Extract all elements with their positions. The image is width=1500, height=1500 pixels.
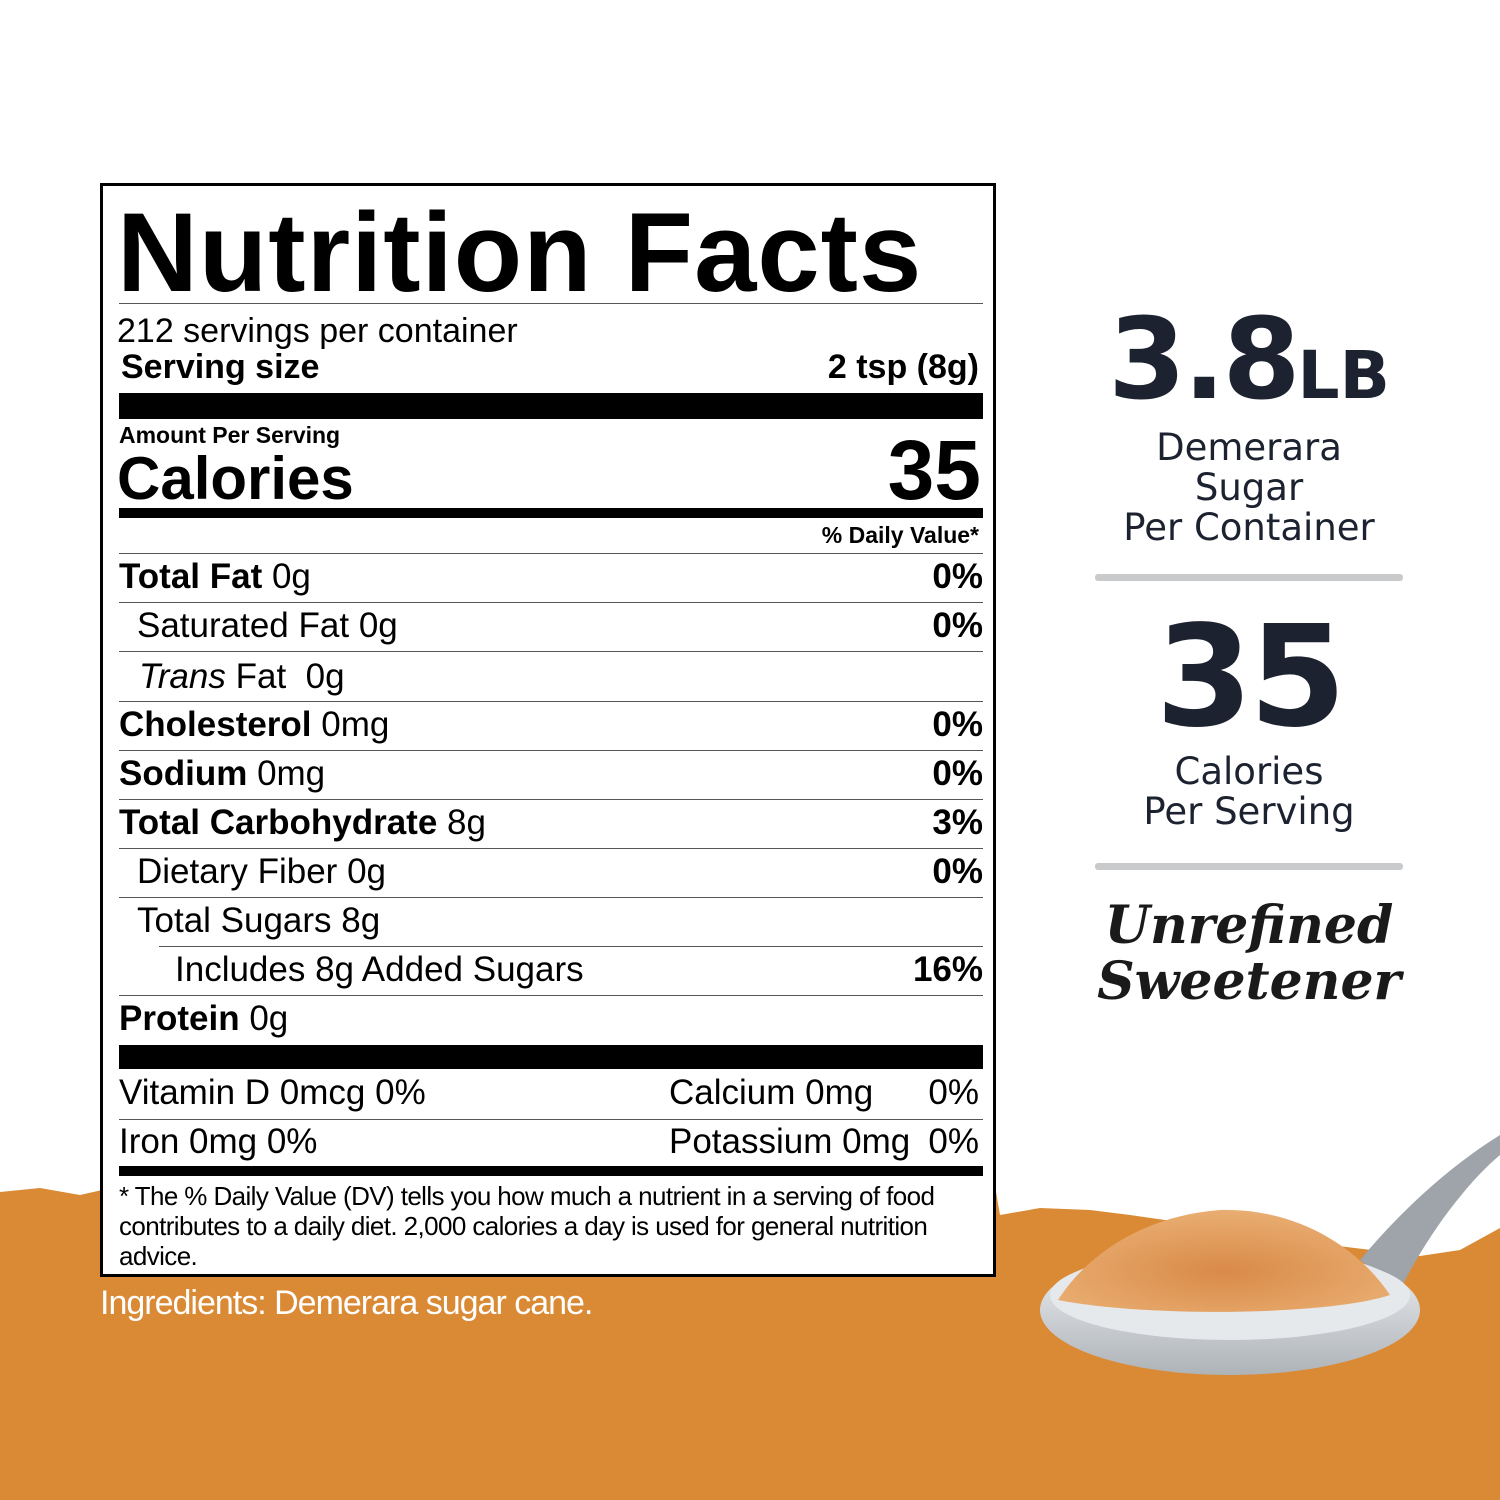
amount-per-serving: Amount Per Serving bbox=[119, 422, 341, 448]
caption-line: Sugar bbox=[1194, 466, 1304, 509]
divider bbox=[1095, 574, 1403, 581]
iron: Iron 0mg 0% bbox=[119, 1122, 318, 1161]
footnote: * The % Daily Value (DV) tells you how m… bbox=[119, 1181, 935, 1271]
caption-line: Calories bbox=[1174, 750, 1324, 793]
calories-value: 35 bbox=[887, 423, 981, 517]
nutrient-row-saturated-fat: Saturated Fat 0g 0% bbox=[137, 606, 983, 645]
vitamin-d: Vitamin D 0mcg 0% bbox=[119, 1073, 426, 1112]
calcium: Calcium 0mg bbox=[669, 1073, 874, 1112]
weight-number: 3.8 bbox=[1108, 295, 1300, 425]
nutrient-row-cholesterol: Cholesterol 0mg 0% bbox=[119, 705, 983, 744]
label-title: Nutrition Facts bbox=[117, 190, 923, 315]
daily-value-header: % Daily Value* bbox=[821, 522, 979, 548]
nutrient-row-trans-fat: Trans Fat 0g bbox=[139, 657, 345, 696]
tagline-line: Unrefined bbox=[1104, 895, 1394, 956]
caption-line: Demerara bbox=[1156, 426, 1342, 469]
tagline-line: Sweetener bbox=[1097, 951, 1401, 1012]
weight-unit: LB bbox=[1297, 337, 1390, 414]
weight-badge: 3.8LB bbox=[1095, 295, 1403, 425]
nutrient-row-total-sugars: Total Sugars 8g bbox=[137, 901, 381, 940]
calories-label: Calories bbox=[117, 445, 354, 512]
nutrient-row-total-fat: Total Fat 0g 0% bbox=[119, 557, 983, 596]
spoon-with-sugar-image bbox=[1040, 1135, 1500, 1375]
calories-number: 35 bbox=[1155, 596, 1347, 759]
weight-caption: Demerara Sugar Per Container bbox=[1095, 428, 1403, 548]
nutrition-facts-label: Nutrition Facts 212 servings per contain… bbox=[100, 183, 996, 1277]
nutrient-row-dietary-fiber: Dietary Fiber 0g 0% bbox=[137, 852, 983, 891]
divider bbox=[1095, 863, 1403, 870]
calcium-dv: 0% bbox=[928, 1073, 979, 1112]
serving-size-value: 2 tsp (8g) bbox=[827, 348, 979, 386]
potassium-dv: 0% bbox=[928, 1122, 979, 1161]
caption-line: Per Container bbox=[1123, 506, 1375, 549]
nutrient-row-sodium: Sodium 0mg 0% bbox=[119, 754, 983, 793]
potassium: Potassium 0mg bbox=[669, 1122, 911, 1161]
calories-caption: Calories Per Serving bbox=[1095, 752, 1403, 832]
nutrient-row-total-carbohydrate: Total Carbohydrate 8g 3% bbox=[119, 803, 983, 842]
servings-per-container: 212 servings per container bbox=[117, 312, 518, 350]
ingredients: Ingredients: Demerara sugar cane. bbox=[100, 1284, 593, 1322]
nutrient-row-protein: Protein 0g bbox=[119, 999, 289, 1038]
caption-line: Per Serving bbox=[1143, 790, 1355, 833]
nutrient-row-added-sugars: Includes 8g Added Sugars 16% bbox=[175, 950, 983, 989]
serving-size-label: Serving size bbox=[121, 348, 320, 386]
tagline: Unrefined Sweetener bbox=[1095, 898, 1403, 1010]
